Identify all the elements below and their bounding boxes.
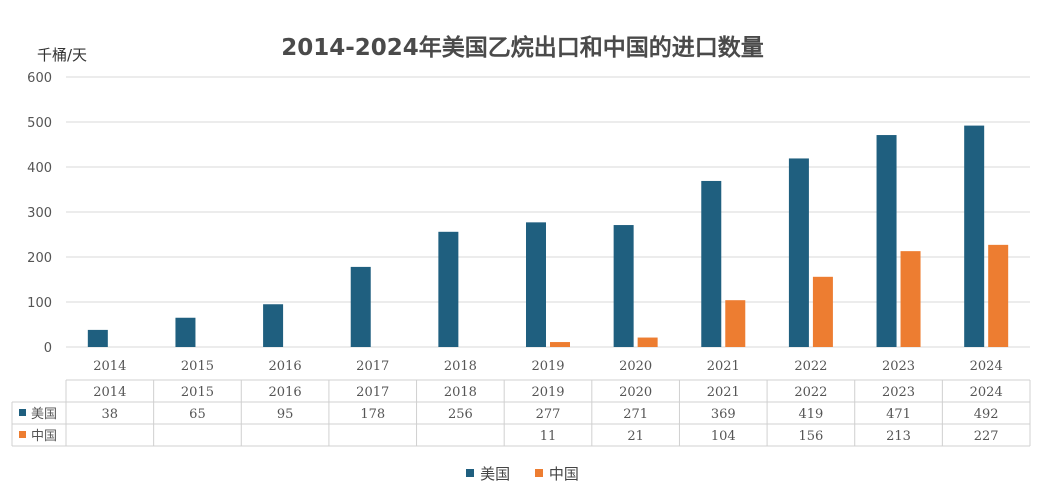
bar-usa-2016	[263, 304, 284, 347]
bar-china-2022	[812, 276, 833, 347]
table-value-cell: 277	[536, 407, 561, 422]
table-value-cell: 471	[886, 407, 911, 422]
y-tick-label: 200	[27, 251, 52, 266]
y-tick-label: 600	[27, 71, 52, 86]
legend-item-china: 中国	[534, 463, 579, 484]
table-row-label: 美国	[31, 407, 57, 422]
legend-swatch-china	[534, 469, 543, 477]
table-value-cell: 156	[798, 429, 823, 444]
data-table: 2014 2015 2016 2017 2018 2019 2020 2021 2022 2023…	[11, 379, 1031, 447]
y-axis-tick-labels: 0 100 200 300 400 500 600	[27, 71, 52, 356]
table-header-cell: 2019	[531, 385, 564, 400]
x-tick-label: 2014	[93, 359, 126, 374]
table-header-cell: 2016	[269, 385, 302, 400]
x-tick-label: 2020	[619, 359, 652, 374]
bar-usa-2019	[526, 222, 546, 347]
legend-label-usa: 美国	[480, 465, 511, 483]
x-axis-tick-labels: 2014 2015 2016 2017 2018 2019 2020 2021 2022 2023…	[93, 359, 1002, 374]
bar-china-2023	[900, 251, 921, 347]
table-header-cell: 2020	[619, 385, 652, 400]
legend-swatch-usa	[466, 469, 475, 477]
table-header-cell: 2015	[181, 385, 214, 400]
table-header-cell: 2014	[93, 385, 126, 400]
bar-usa-2024	[964, 125, 985, 347]
bar-usa-2014	[87, 329, 108, 347]
table-value-cell: 227	[974, 429, 999, 444]
table-value-cell: 492	[974, 407, 999, 422]
x-tick-label: 2022	[794, 359, 827, 374]
table-header-cell: 2022	[794, 385, 827, 400]
x-tick-label: 2016	[269, 359, 302, 374]
y-tick-label: 0	[44, 341, 52, 356]
table-swatch-china	[19, 431, 26, 438]
x-tick-label: 2021	[707, 359, 740, 374]
bar-usa-2020	[613, 225, 634, 347]
bar-china-2024	[988, 244, 1009, 347]
table-header-cell: 2017	[356, 385, 389, 400]
bar-usa-2015	[175, 317, 196, 347]
table-value-cell: 369	[711, 407, 736, 422]
bar-usa-2021	[701, 180, 722, 347]
x-tick-label: 2019	[531, 359, 564, 374]
bar-usa-2018	[438, 231, 459, 347]
legend-label-china: 中国	[548, 465, 579, 483]
bar-chart: 0 100 200 300 400 500 600 2014 2015 2016 2017 2018…	[11, 71, 1031, 447]
table-header-cell: 2023	[882, 385, 915, 400]
gridlines	[66, 76, 1030, 348]
table-value-cell: 271	[623, 407, 648, 422]
y-tick-label: 300	[27, 206, 52, 221]
table-value-cell: 11	[540, 429, 557, 444]
bar-usa-2023	[876, 135, 897, 347]
x-tick-label: 2023	[882, 359, 915, 374]
table-row-label: 中国	[31, 429, 57, 444]
y-axis-unit-label: 千桶/天	[37, 46, 88, 64]
table-value-cell: 38	[102, 407, 119, 422]
x-tick-label: 2018	[444, 359, 477, 374]
table-value-cell: 104	[711, 429, 736, 444]
table-value-cell: 256	[448, 407, 473, 422]
bar-china-2020	[637, 337, 658, 347]
x-tick-label: 2015	[181, 359, 214, 374]
table-value-cell: 95	[277, 407, 294, 422]
table-header-cell: 2024	[970, 385, 1003, 400]
legend-item-usa: 美国	[466, 463, 510, 484]
table-value-cell: 178	[360, 407, 385, 422]
y-tick-label: 500	[27, 116, 52, 131]
table-value-cell: 419	[798, 407, 823, 422]
bar-china-2019	[550, 342, 570, 347]
bar-usa-2017	[350, 266, 371, 347]
table-swatch-usa	[19, 409, 26, 416]
legend: 美国 中国	[0, 463, 1045, 484]
x-tick-label: 2024	[970, 359, 1003, 374]
x-tick-label: 2017	[356, 359, 389, 374]
y-tick-label: 100	[27, 296, 52, 311]
y-tick-label: 400	[27, 161, 52, 176]
table-value-cell: 213	[886, 429, 911, 444]
table-header-cell: 2021	[707, 385, 740, 400]
bar-china-2021	[725, 300, 746, 347]
bar-usa-2022	[788, 158, 809, 347]
bars	[87, 125, 1009, 347]
table-value-cell: 21	[627, 429, 644, 444]
table-value-cell: 65	[189, 407, 206, 422]
table-header-cell: 2018	[444, 385, 477, 400]
chart-title: 2014-2024年美国乙烷出口和中国的进口数量	[281, 35, 764, 61]
